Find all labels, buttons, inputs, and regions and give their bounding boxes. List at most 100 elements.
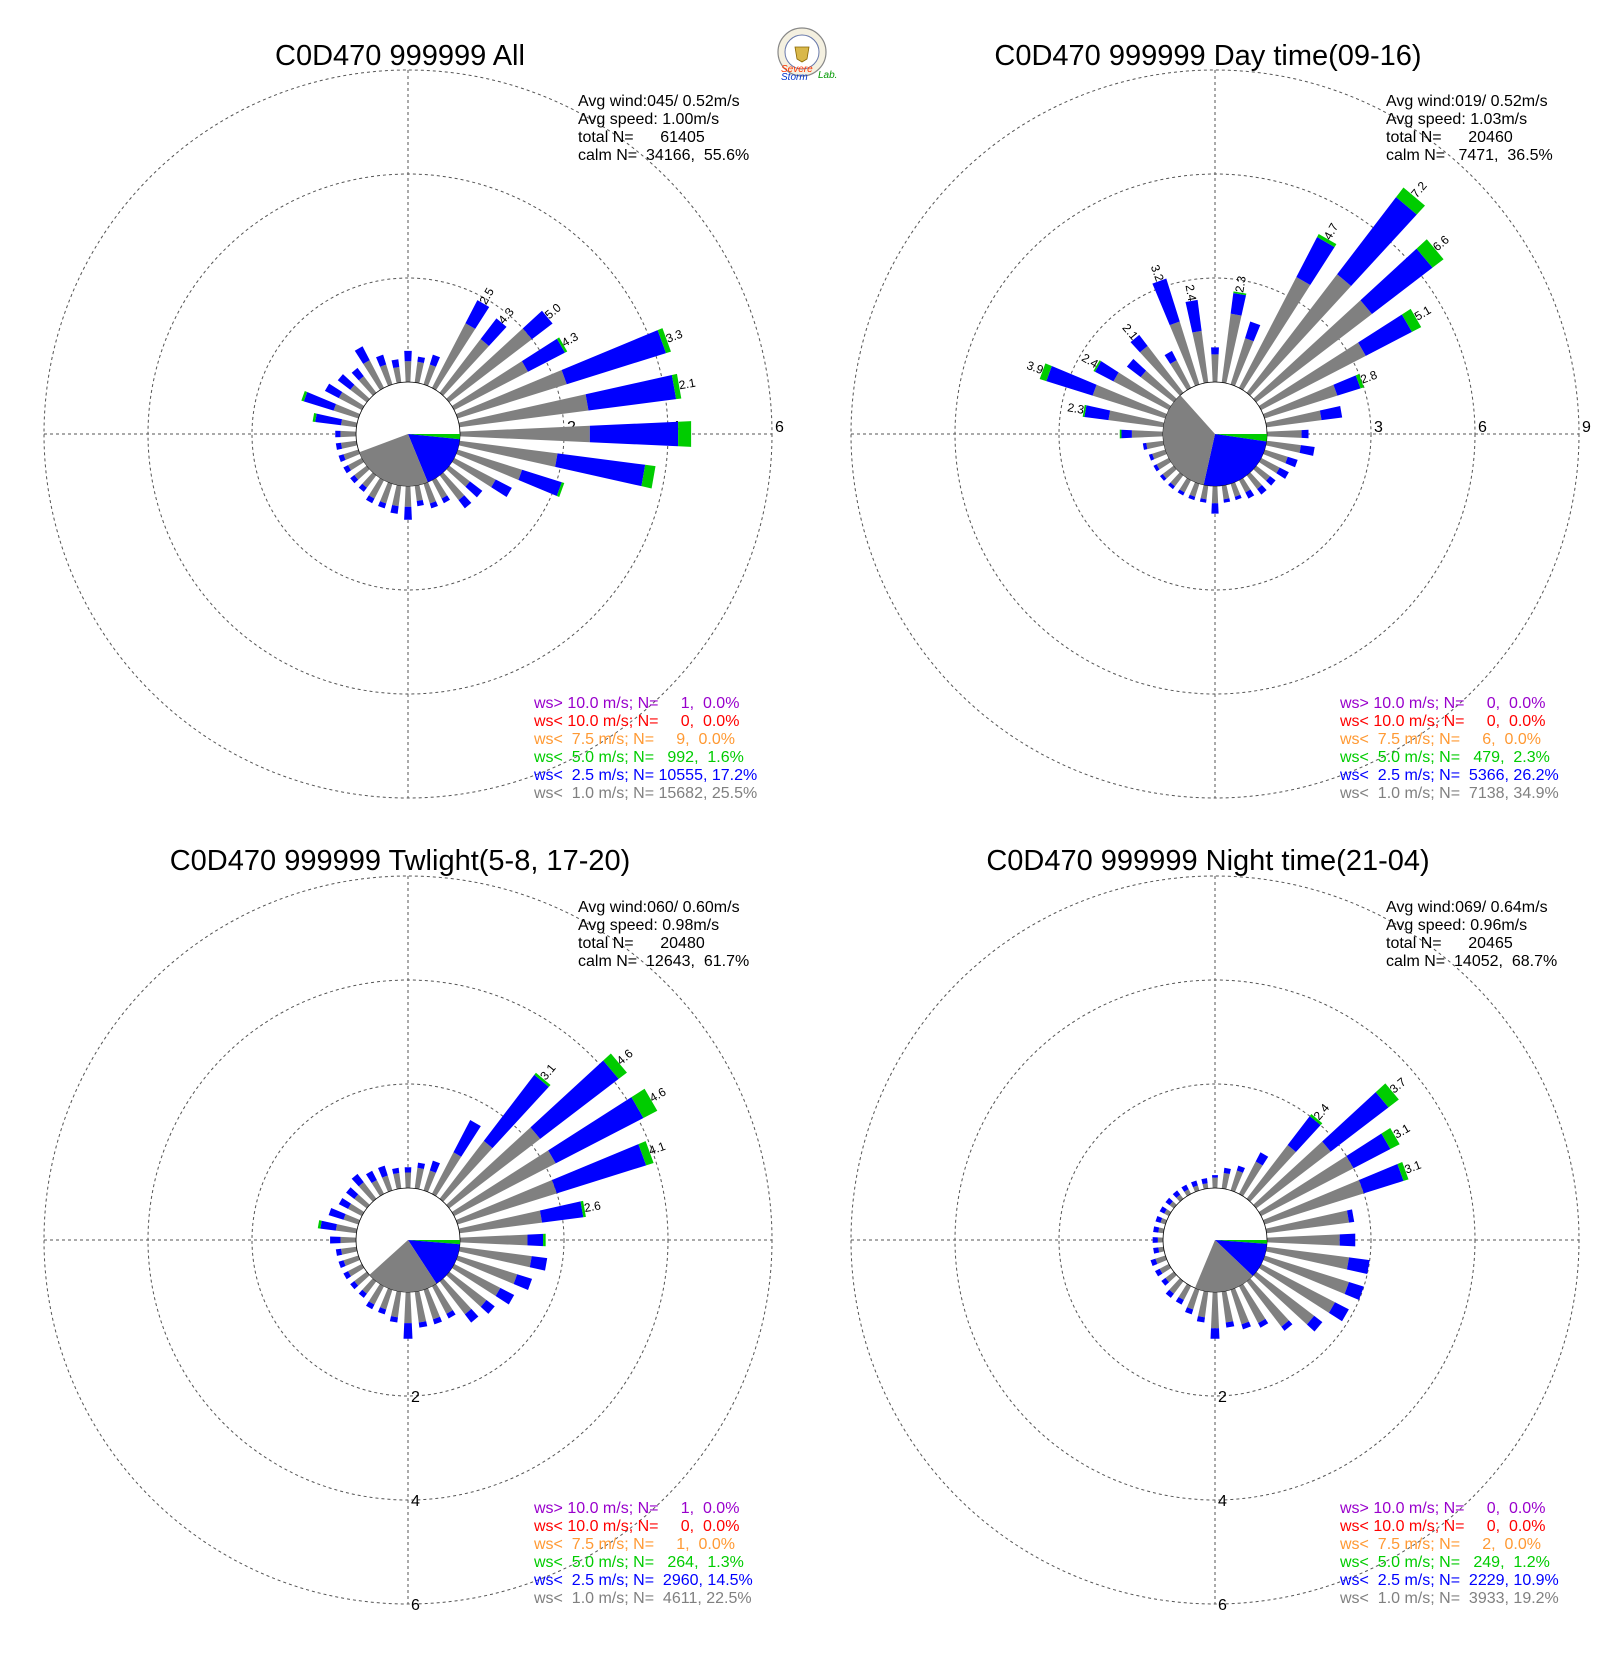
bar-segment-gray xyxy=(456,1255,518,1284)
bar-segment-gray xyxy=(446,1127,541,1209)
calm-slice-green xyxy=(408,434,460,440)
bar-dir-130 xyxy=(446,465,483,498)
bar-dir-160 xyxy=(1230,482,1242,501)
bar-segment-gray xyxy=(1131,430,1164,438)
bar-segment-gray xyxy=(1159,1263,1172,1274)
bar-segment-blue xyxy=(1358,314,1412,356)
bar-segment-blue xyxy=(1159,474,1167,481)
legend-entry: ws< 10.0 m/s; N= 0, 0.0% xyxy=(533,1518,739,1535)
bar-segment-blue xyxy=(1319,406,1343,421)
legend-entry: ws< 7.5 m/s; N= 2, 0.0% xyxy=(1339,1536,1541,1553)
bar-dir-250 xyxy=(1148,449,1167,461)
bar-segment-gray xyxy=(414,1167,424,1190)
bar-dir-20 xyxy=(1230,1165,1245,1192)
bar-dir-90 xyxy=(1266,1233,1356,1247)
bar-dir-210 xyxy=(1177,477,1192,496)
bar-dir-30 xyxy=(1238,233,1337,391)
bar-dir-290 xyxy=(1039,363,1167,419)
bar-segment-blue xyxy=(446,1310,456,1319)
bar-segment-blue xyxy=(1223,1167,1231,1175)
legend-entry: ws< 1.0 m/s; N= 7138, 34.9% xyxy=(1339,785,1559,802)
bar-dir-210 xyxy=(365,477,385,504)
bar-dir-300 xyxy=(338,1197,365,1217)
bar-dir-10 xyxy=(414,356,426,384)
bar-segment-blue xyxy=(1172,1190,1181,1198)
bar-dir-40 xyxy=(439,1072,551,1202)
bar-dir-280 xyxy=(1153,1226,1165,1234)
legend-entry: ws< 7.5 m/s; N= 1, 0.0% xyxy=(533,1536,735,1553)
bar-dir-190 xyxy=(1196,1290,1209,1323)
bar-dir-220 xyxy=(1165,1278,1184,1298)
bar-segment-gray xyxy=(404,1291,412,1324)
bar-segment-blue xyxy=(1346,1209,1355,1223)
bar-segment-gray xyxy=(439,1140,493,1202)
bar-dir-100 xyxy=(458,1246,548,1271)
bar-segment-green xyxy=(657,328,671,354)
bar-segment-gray xyxy=(451,1263,501,1297)
bar-dir-120 xyxy=(451,1263,515,1305)
bar-segment-blue xyxy=(589,421,679,447)
bar-segment-blue xyxy=(1185,1307,1194,1315)
bar-segment-gray xyxy=(340,430,357,438)
bar-segment-blue xyxy=(1281,1320,1293,1331)
bar-segment-gray xyxy=(1169,1278,1184,1294)
peak-label: 2.1 xyxy=(678,376,697,393)
bar-segment-gray xyxy=(1246,1144,1296,1202)
bar-segment-gray xyxy=(358,376,377,396)
bar-segment-gray xyxy=(333,404,360,419)
bar-segment-gray xyxy=(1253,1141,1331,1209)
bar-dir-240 xyxy=(1153,457,1172,472)
bar-segment-blue xyxy=(1210,1328,1220,1339)
bar-segment-blue xyxy=(1152,278,1180,326)
calm-slice-gray xyxy=(1162,395,1215,485)
bar-segment-blue xyxy=(458,495,472,509)
bar-segment-green xyxy=(301,391,308,402)
bar-segment-blue xyxy=(1257,485,1267,495)
stat-line: calm N= 12643, 61.7% xyxy=(578,953,749,970)
bar-segment-green xyxy=(1397,1162,1409,1181)
bar-segment-gray xyxy=(1187,1288,1200,1310)
bar-segment-gray xyxy=(1158,1227,1165,1234)
bar-segment-gray xyxy=(362,472,377,488)
peak-label: 2.3 xyxy=(1232,275,1249,294)
calm-slice-blue xyxy=(1203,434,1267,487)
bar-segment-blue xyxy=(1153,1247,1160,1254)
bar-segment-green xyxy=(312,413,317,422)
bar-dir-350 xyxy=(392,1167,402,1190)
bar-segment-blue xyxy=(1121,429,1132,439)
bar-segment-blue xyxy=(1296,237,1335,286)
bar-dir-40 xyxy=(1246,187,1426,396)
bar-segment-green xyxy=(678,421,692,447)
bar-segment-green xyxy=(1355,374,1364,389)
bar-dir-170 xyxy=(1221,484,1231,503)
bar-segment-gray xyxy=(1265,440,1301,453)
bar-dir-250 xyxy=(338,1255,360,1268)
bar-dir-320 xyxy=(1130,334,1184,396)
bar-segment-gray xyxy=(1160,1218,1167,1225)
bar-segment-gray xyxy=(1266,1234,1340,1246)
bar-dir-120 xyxy=(451,457,512,498)
bar-segment-gray xyxy=(439,1278,472,1315)
bar-segment-blue xyxy=(404,350,412,362)
bar-segment-blue xyxy=(1148,453,1155,461)
bar-segment-blue xyxy=(530,1060,619,1139)
stat-line: calm N= 14052, 68.7% xyxy=(1386,953,1557,970)
bar-dir-0 xyxy=(404,350,412,383)
logo-word-lab: Lab. xyxy=(818,70,837,81)
bar-segment-gray xyxy=(1221,1290,1234,1323)
bar-segment-gray xyxy=(1238,1161,1263,1197)
bar-dir-340 xyxy=(376,354,393,386)
bar-dir-160 xyxy=(423,482,438,509)
bar-dir-20 xyxy=(423,1160,440,1192)
bar-segment-gray xyxy=(1170,360,1192,391)
bar-dir-70 xyxy=(1263,1162,1409,1225)
calm-slice-green xyxy=(408,1240,461,1245)
bar-dir-240 xyxy=(1154,1263,1172,1277)
bar-segment-green xyxy=(556,482,565,497)
bar-segment-blue xyxy=(365,495,375,504)
bar-segment-blue xyxy=(1359,1164,1404,1194)
bar-segment-green xyxy=(1119,429,1122,439)
bar-dir-330 xyxy=(1164,350,1192,391)
bar-dir-120 xyxy=(1258,1263,1349,1322)
bar-segment-gray xyxy=(390,1290,402,1318)
